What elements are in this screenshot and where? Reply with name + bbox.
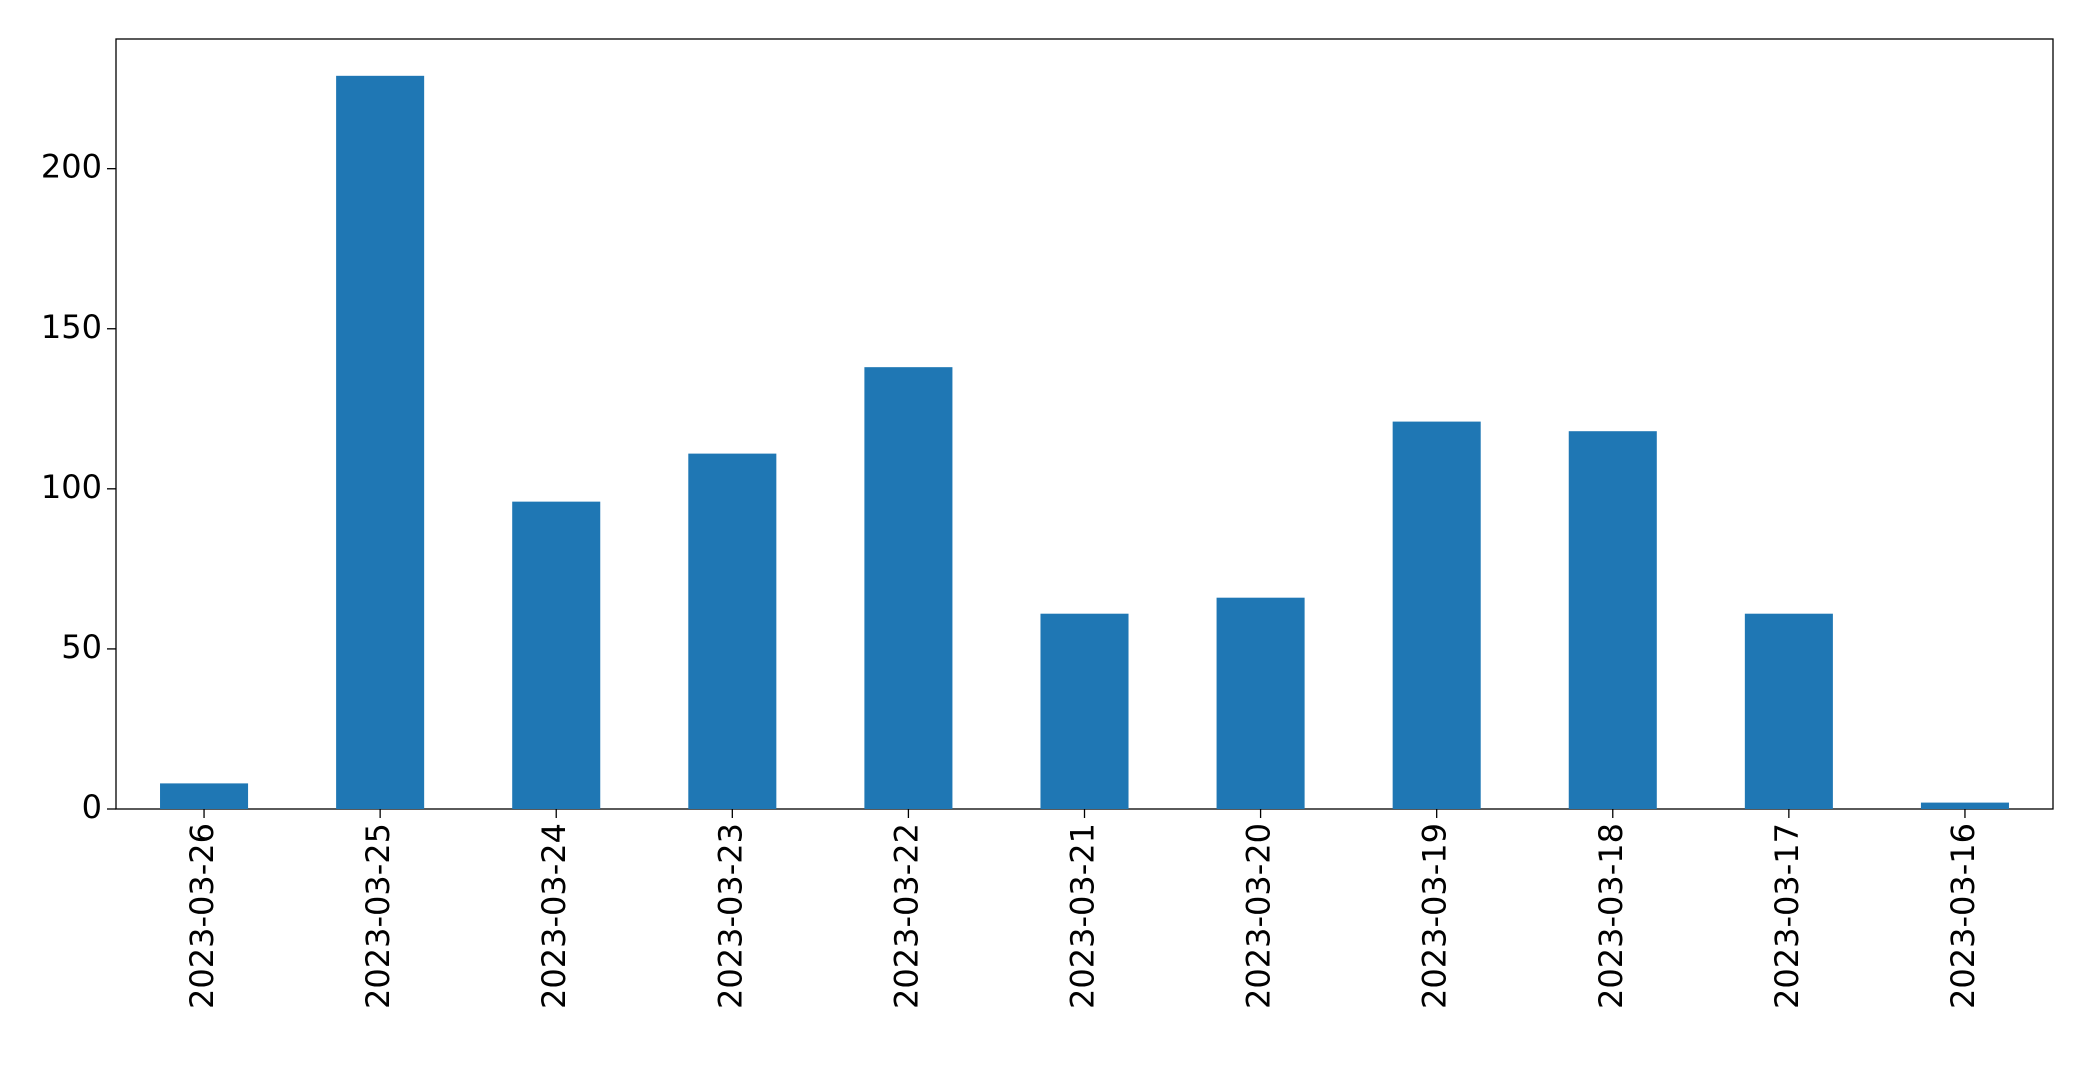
x-tick-label: 2023-03-23 (711, 823, 749, 1009)
y-tick-label: 200 (41, 148, 102, 186)
x-tick-label: 2023-03-21 (1064, 823, 1102, 1009)
x-tick-label: 2023-03-25 (359, 823, 397, 1009)
x-tick-label: 2023-03-20 (1240, 823, 1278, 1009)
x-tick-label: 2023-03-16 (1944, 823, 1982, 1009)
y-tick-label: 100 (41, 468, 102, 506)
bar (688, 453, 777, 809)
bar (160, 783, 249, 809)
bar (1568, 431, 1657, 809)
x-tick-label: 2023-03-22 (887, 823, 925, 1009)
bar (864, 367, 953, 809)
y-tick-label: 150 (41, 308, 102, 346)
bar (336, 75, 425, 809)
x-tick-label: 2023-03-26 (183, 823, 221, 1009)
y-tick-label: 0 (82, 788, 102, 826)
x-tick-label: 2023-03-24 (535, 823, 573, 1009)
x-tick-label: 2023-03-19 (1416, 823, 1454, 1009)
x-tick-label: 2023-03-18 (1592, 823, 1630, 1009)
bar (512, 501, 601, 809)
bar (1920, 802, 2009, 809)
y-tick-label: 50 (61, 628, 102, 666)
bar (1040, 613, 1129, 809)
bar (1392, 421, 1481, 809)
x-tick-label: 2023-03-17 (1768, 823, 1806, 1009)
bar (1744, 613, 1833, 809)
bar (1216, 597, 1305, 809)
